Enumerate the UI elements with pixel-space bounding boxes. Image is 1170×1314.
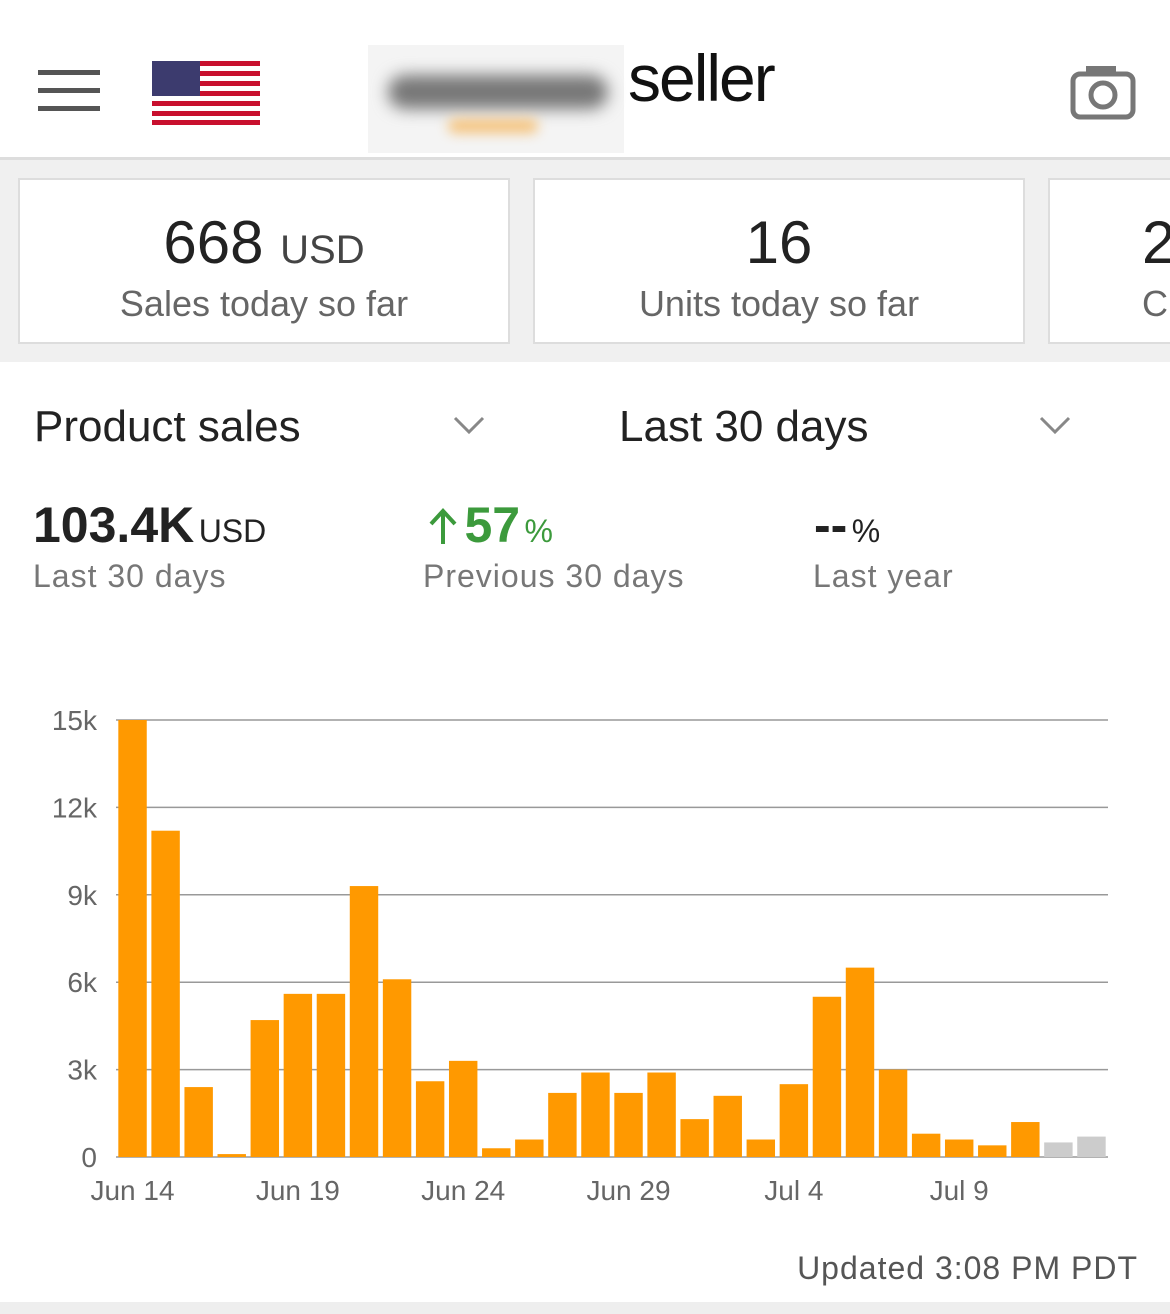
- bar: [779, 1084, 809, 1157]
- y-tick-label: 15k: [52, 705, 98, 736]
- x-tick-label: Jul 9: [930, 1175, 989, 1206]
- y-tick-label: 12k: [52, 792, 98, 823]
- previous-metric: 57 %: [426, 496, 553, 554]
- bar: [118, 720, 147, 1157]
- header: seller: [0, 0, 1170, 160]
- brand: seller: [628, 41, 776, 115]
- bar: [448, 1060, 478, 1157]
- x-tick-label: Jun 24: [421, 1175, 505, 1206]
- period-dropdown[interactable]: Last 30 days: [619, 402, 869, 451]
- bar: [548, 1092, 577, 1157]
- card[interactable]: 2 C: [1048, 178, 1170, 344]
- bar: [349, 886, 379, 1157]
- bar: [1011, 1122, 1040, 1157]
- bar: [944, 1139, 974, 1157]
- sales-card[interactable]: 668 USD Sales today so far: [18, 178, 510, 344]
- metric-label: Previous 30 days: [423, 558, 685, 594]
- y-tick-label: 0: [81, 1142, 97, 1173]
- y-tick-label: 6k: [67, 967, 98, 998]
- bar: [713, 1095, 742, 1157]
- bar: [382, 979, 412, 1157]
- bar: [184, 1087, 213, 1157]
- bar: [283, 993, 313, 1157]
- bar: [911, 1133, 941, 1157]
- updated-text: Updated 3:08 PM PDT: [797, 1250, 1138, 1286]
- metric-dropdown[interactable]: Product sales: [34, 402, 301, 451]
- x-tick-label: Jun 14: [90, 1175, 174, 1206]
- y-tick-label: 3k: [67, 1055, 98, 1086]
- metric-unit: USD: [198, 513, 267, 549]
- camera-button[interactable]: [1070, 64, 1136, 120]
- metric-label: Last 30 days: [33, 558, 227, 594]
- card-label: Units today so far: [638, 283, 920, 324]
- x-tick-label: Jun 29: [586, 1175, 670, 1206]
- chevron: [453, 416, 485, 435]
- up-arrow: [429, 508, 457, 544]
- x-tick-label: Jun 19: [256, 1175, 340, 1206]
- x-tick-label: Jul 4: [764, 1175, 823, 1206]
- metric-value: 57: [464, 497, 521, 553]
- bar: [250, 1020, 280, 1157]
- bar: [482, 1148, 511, 1157]
- cards: 668 USD Sales today so far 16 Units toda…: [0, 160, 1170, 362]
- bar: [746, 1139, 776, 1157]
- bar: [316, 993, 346, 1157]
- bar: [415, 1081, 445, 1157]
- bar: [647, 1072, 676, 1157]
- bar: [515, 1139, 544, 1157]
- bar: [978, 1145, 1007, 1157]
- bar: [878, 1069, 908, 1157]
- bar: [151, 830, 180, 1157]
- metric-value: --: [814, 497, 848, 553]
- menu-button[interactable]: [38, 70, 100, 114]
- bar: [812, 996, 842, 1157]
- card-value: 668: [163, 209, 264, 276]
- metric-value: 103.4K: [33, 497, 195, 553]
- bar: [614, 1092, 643, 1157]
- logo: [368, 45, 624, 153]
- chevron: [1039, 416, 1071, 435]
- card-label: C: [1142, 283, 1168, 324]
- chart: 0 3k 6k 9k 12k 15k Jun 14 Jun 19 Jun 24 Jun 29 Jul…: [52, 705, 1108, 1206]
- bar: [581, 1072, 610, 1157]
- y-tick-label: 9k: [67, 880, 98, 911]
- metric-label: Last year: [813, 558, 954, 594]
- metric-unit: %: [524, 513, 553, 549]
- card-value: 2: [1142, 209, 1170, 276]
- total-metric: 103.4K USD: [33, 496, 266, 554]
- bar: [1044, 1142, 1073, 1157]
- bar: [845, 967, 875, 1157]
- bottom-bar: [0, 1302, 1170, 1314]
- last-year-metric: -- %: [814, 496, 880, 554]
- units-card[interactable]: 16 Units today so far: [533, 178, 1025, 344]
- metric-unit: %: [851, 513, 881, 549]
- bar: [1077, 1136, 1106, 1157]
- bar: [217, 1154, 246, 1157]
- card-unit: USD: [280, 228, 365, 272]
- bar: [680, 1119, 709, 1157]
- card-value: 16: [745, 209, 813, 276]
- card-label: Sales today so far: [119, 283, 409, 324]
- country-flag[interactable]: [152, 61, 260, 125]
